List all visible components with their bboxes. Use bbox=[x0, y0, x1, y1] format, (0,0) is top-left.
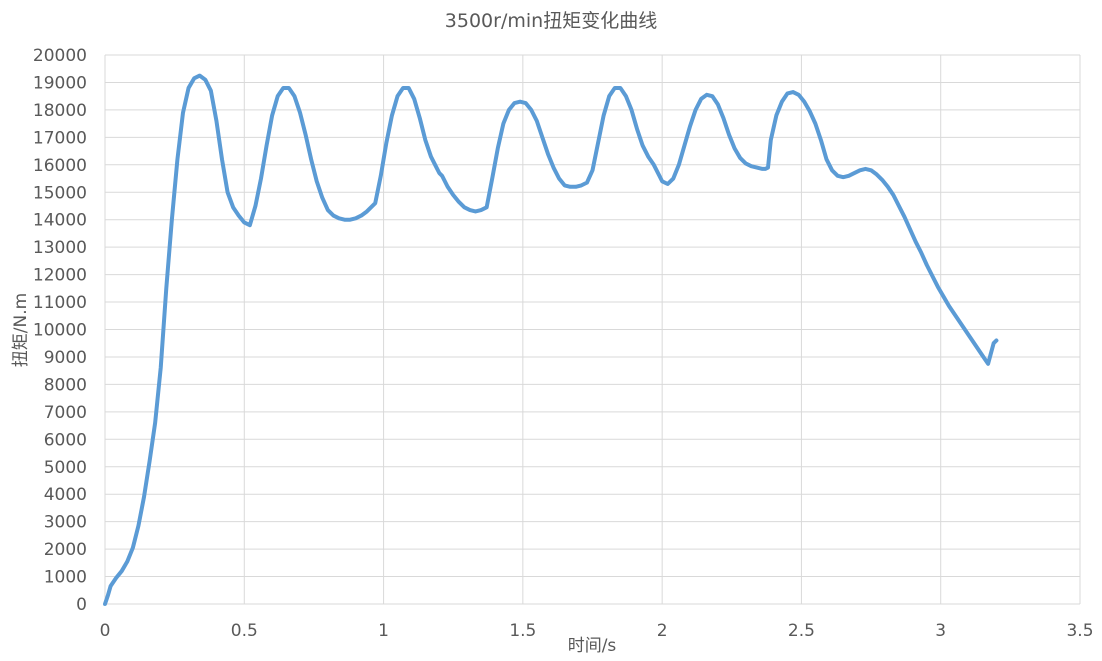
y-tick-label: 10000 bbox=[33, 321, 87, 341]
y-tick-label: 20000 bbox=[33, 46, 87, 66]
y-tick-label: 14000 bbox=[33, 211, 87, 231]
y-tick-label: 17000 bbox=[33, 128, 87, 148]
series-layer bbox=[103, 73, 999, 606]
x-tick-label: 3.5 bbox=[1066, 621, 1093, 641]
y-tick-label: 8000 bbox=[44, 375, 87, 395]
x-tick-label: 3 bbox=[935, 621, 946, 641]
y-tick-label: 11000 bbox=[33, 293, 87, 313]
x-tick-label: 2.5 bbox=[788, 621, 815, 641]
y-tick-label: 18000 bbox=[33, 101, 87, 121]
y-tick-label: 6000 bbox=[44, 430, 87, 450]
y-tick-label: 7000 bbox=[44, 403, 87, 423]
series-line-0 bbox=[103, 73, 999, 606]
y-tick-label: 15000 bbox=[33, 183, 87, 203]
x-tick-label: 2 bbox=[657, 621, 668, 641]
y-tick-label: 0 bbox=[76, 595, 87, 615]
y-tick-label: 4000 bbox=[44, 485, 87, 505]
x-tick-label: 0 bbox=[100, 621, 111, 641]
x-tick-label: 1 bbox=[378, 621, 389, 641]
x-tick-label: 1.5 bbox=[509, 621, 536, 641]
y-tick-label: 3000 bbox=[44, 513, 87, 533]
x-tick-label: 0.5 bbox=[231, 621, 258, 641]
y-axis-label: 扭矩/N.m bbox=[11, 293, 31, 367]
chart-title: 3500r/min扭矩变化曲线 bbox=[445, 10, 657, 32]
y-tick-label: 12000 bbox=[33, 266, 87, 286]
y-tick-label: 5000 bbox=[44, 458, 87, 478]
tick-label-layer: 0100020003000400050006000700080009000100… bbox=[33, 46, 1094, 641]
y-tick-label: 19000 bbox=[33, 73, 87, 93]
y-tick-label: 13000 bbox=[33, 238, 87, 258]
x-axis-label: 时间/s bbox=[568, 636, 617, 656]
y-tick-label: 16000 bbox=[33, 156, 87, 176]
grid-layer bbox=[104, 54, 1081, 605]
y-tick-label: 9000 bbox=[44, 348, 87, 368]
y-tick-label: 1000 bbox=[44, 568, 87, 588]
y-tick-label: 2000 bbox=[44, 540, 87, 560]
